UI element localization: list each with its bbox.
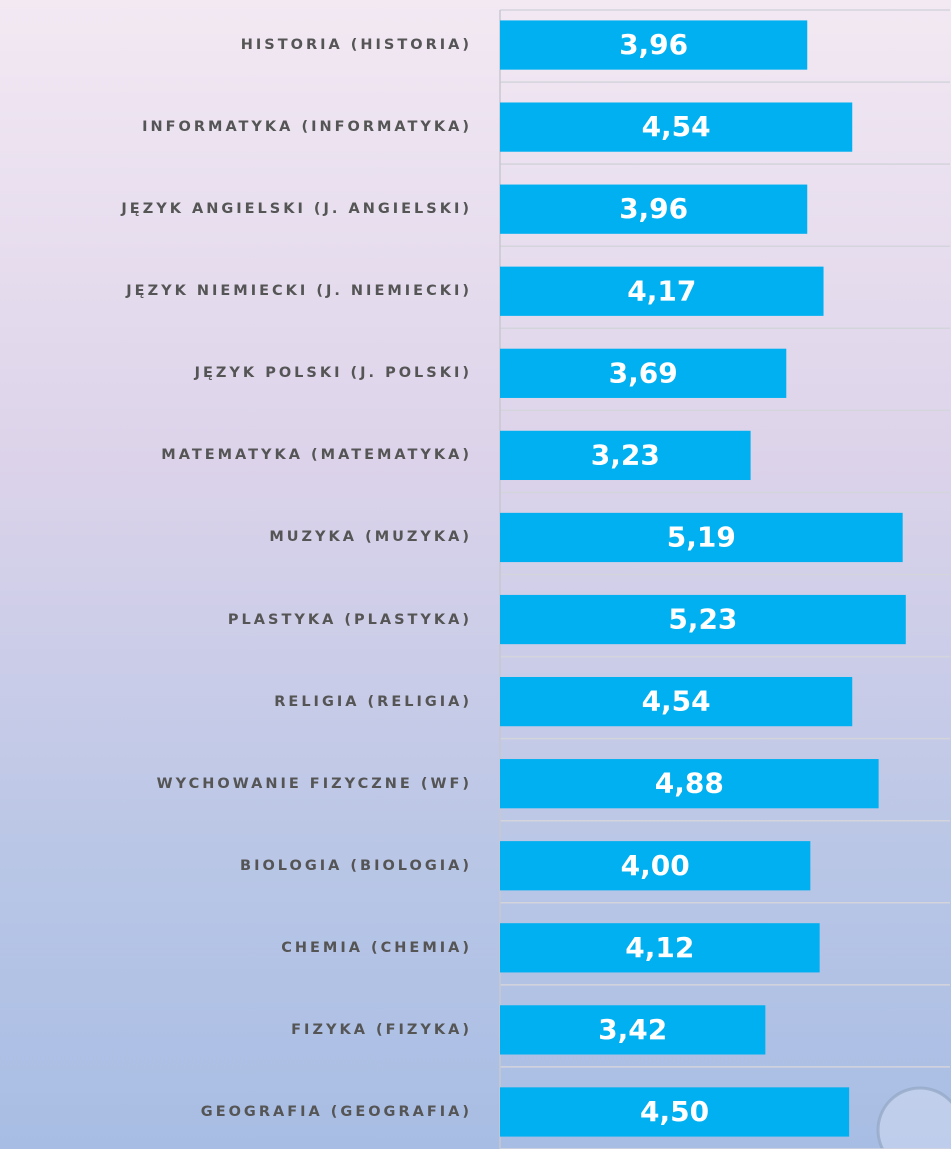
category-label: HISTORIA (HISTORIA): [10, 35, 472, 55]
value-label: 3,69: [609, 356, 678, 389]
category-label: INFORMATYKA (INFORMATYKA): [10, 117, 472, 137]
category-label: WYCHOWANIE FIZYCZNE (WF): [10, 774, 472, 794]
decoration-bubble: [878, 1088, 951, 1149]
value-label: 4,88: [655, 767, 724, 800]
category-label: RELIGIA (RELIGIA): [10, 692, 472, 712]
category-label: GEOGRAFIA (GEOGRAFIA): [10, 1102, 472, 1122]
value-label: 4,12: [625, 931, 694, 964]
value-label: 3,42: [598, 1013, 667, 1046]
chart: 3,96 4,54 3,96 4,17 3,69 3,23 5,19 5,23 4,54 4,88…: [0, 0, 951, 1149]
value-label: 4,17: [627, 274, 696, 307]
category-label: FIZYKA (FIZYKA): [10, 1020, 472, 1040]
value-label: 3,96: [619, 28, 688, 61]
category-label: BIOLOGIA (BIOLOGIA): [10, 856, 472, 876]
value-label: 3,96: [619, 192, 688, 225]
value-label: 5,23: [668, 603, 737, 636]
category-label: JĘZYK POLSKI (J. POLSKI): [10, 363, 472, 383]
category-label: JĘZYK NIEMIECKI (J. NIEMIECKI): [10, 281, 472, 301]
category-label: MUZYKA (MUZYKA): [10, 527, 472, 547]
page: 3,96 4,54 3,96 4,17 3,69 3,23 5,19 5,23 4,54 4,88…: [0, 0, 951, 1149]
value-label: 4,54: [642, 110, 711, 143]
value-label: 4,00: [621, 849, 690, 882]
category-label: JĘZYK ANGIELSKI (J. ANGIELSKI): [10, 199, 472, 219]
value-label: 3,23: [591, 438, 660, 471]
category-label: MATEMATYKA (MATEMATYKA): [10, 445, 472, 465]
category-label: PLASTYKA (PLASTYKA): [10, 610, 472, 630]
value-label: 4,50: [640, 1095, 709, 1128]
value-label: 5,19: [667, 520, 736, 553]
category-label: CHEMIA (CHEMIA): [10, 938, 472, 958]
value-label: 4,54: [642, 685, 711, 718]
